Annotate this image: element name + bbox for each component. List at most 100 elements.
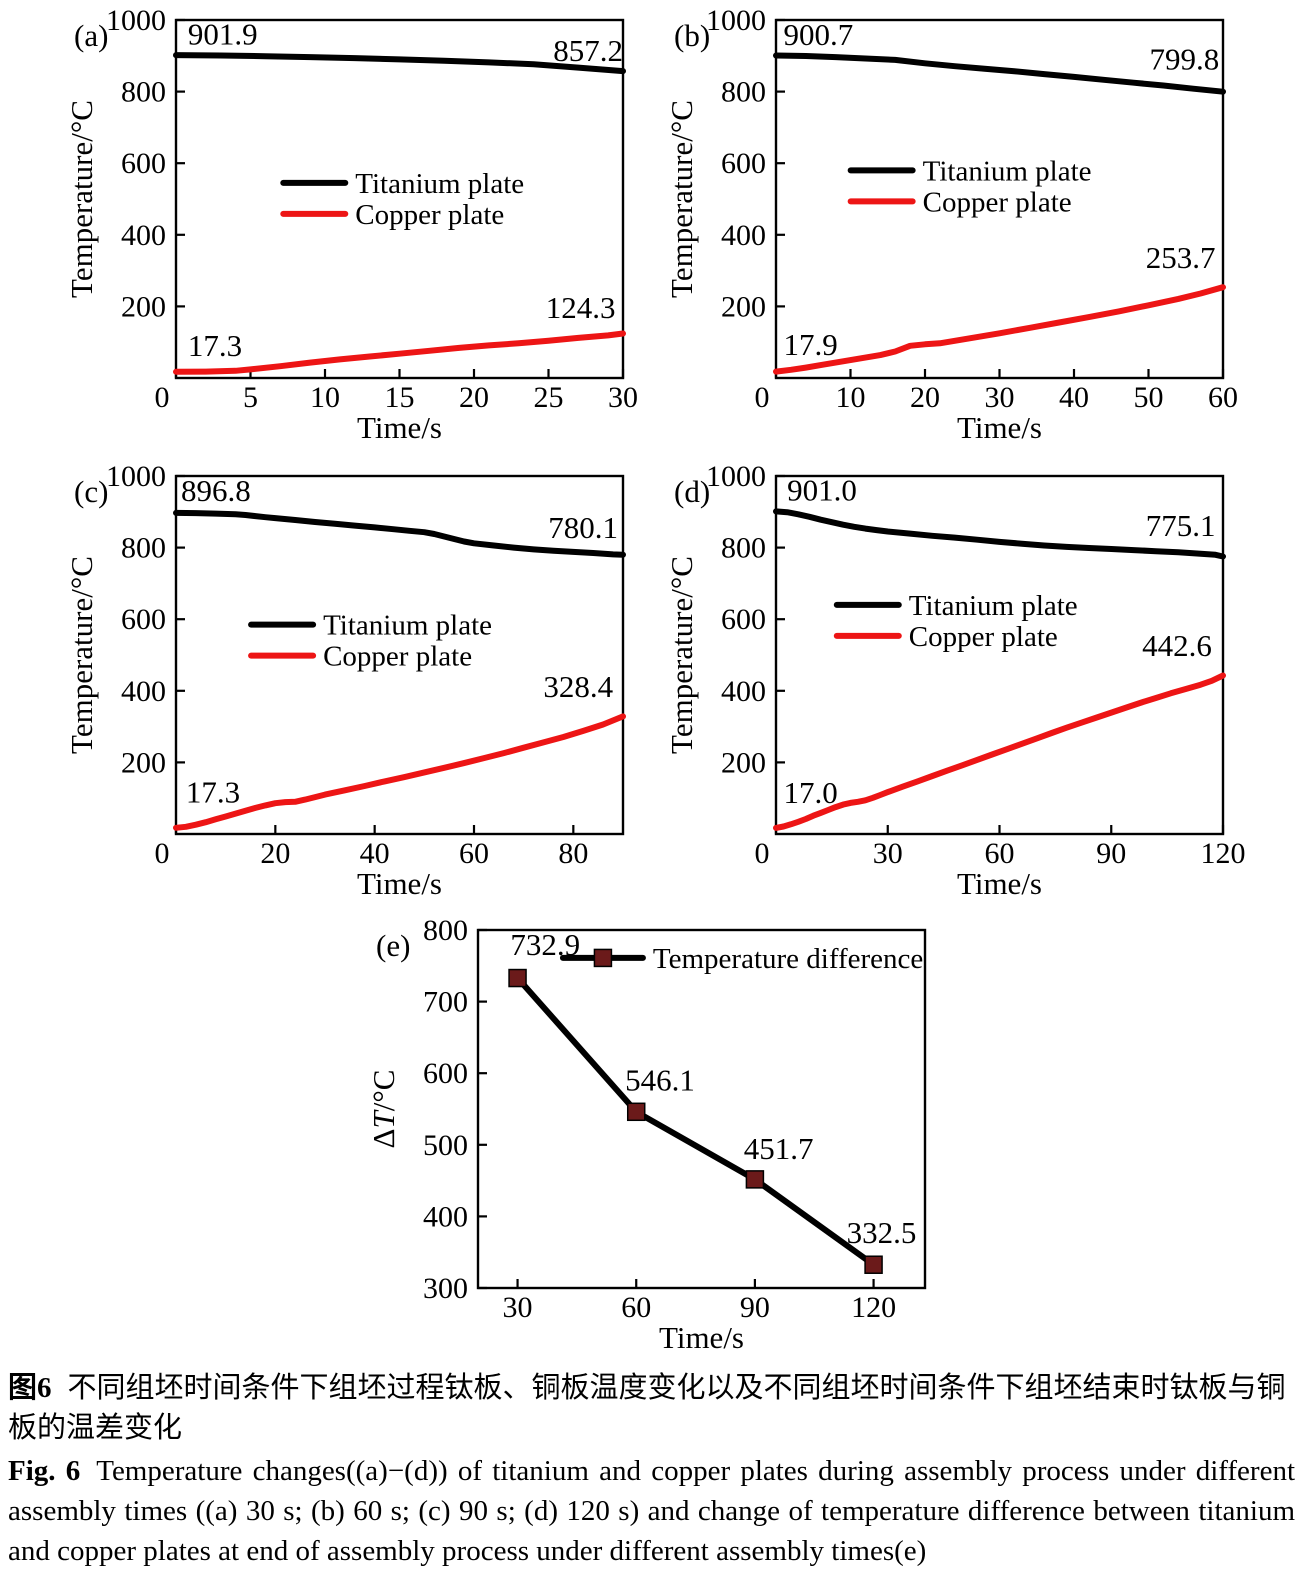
- x-axis-title: Time/s: [357, 410, 442, 445]
- x-tick-label: 80: [558, 837, 588, 870]
- y-tick-label: 600: [121, 147, 166, 180]
- caption-zh-text: 不同组坯时间条件下组坯过程钛板、铜板温度变化以及不同组坯时间条件下组坯结束时钛板…: [8, 1372, 1286, 1445]
- x-tick-label: 10: [836, 381, 866, 414]
- y-tick-label: 200: [121, 746, 166, 779]
- annotation-451-7: 451.7: [743, 1131, 813, 1166]
- caption-zh-label: 图6: [8, 1372, 52, 1404]
- data-point-marker: [626, 1102, 645, 1122]
- annotation-124-3: 124.3: [546, 290, 616, 325]
- y-tick-label: 800: [423, 914, 468, 947]
- annotation-17-3: 17.3: [188, 328, 242, 363]
- y-tick-label: 1000: [706, 4, 766, 37]
- x-axis-title: Time/s: [658, 1320, 743, 1355]
- x-tick-label: 120: [1201, 837, 1246, 870]
- annotation-17-0: 17.0: [783, 775, 837, 810]
- annotation-901-0: 901.0: [787, 472, 857, 507]
- annotation-442-6: 442.6: [1142, 628, 1212, 663]
- annotation-332-5: 332.5: [846, 1215, 916, 1250]
- y-tick-label: 800: [721, 532, 766, 565]
- panel-label-e-: (e): [376, 928, 410, 963]
- chart-d-svg: 0 30 60 90 120 200 400 600 800 1000 Time/s Temperat…: [664, 460, 1246, 901]
- chart-b: 0 10 20 30 40 50 60 200 400 600 800 1000 Time/s Tempe…: [658, 0, 1248, 450]
- panel-label-b-: (b): [674, 18, 710, 53]
- x-tick-label: 60: [621, 1291, 651, 1324]
- panel-label-a-: (a): [74, 18, 108, 53]
- charts-row-3: 30 60 90 120 300 400 500 600 700 800 Time/s ΔT/°C Te…: [0, 910, 1309, 1360]
- copper-plate-line: [773, 284, 1226, 375]
- temperature-difference-line: [514, 975, 877, 1268]
- titanium-plate-line: [773, 508, 1226, 560]
- charts-row-2: 0 20 40 60 80 200 400 600 800 1000 Time/s Temperatu…: [0, 456, 1309, 906]
- data-point-marker: [507, 968, 527, 988]
- x-tick-label: 30: [985, 381, 1015, 414]
- x-tick-label: 20: [459, 381, 489, 414]
- annotation-17-3: 17.3: [186, 774, 240, 809]
- x-tick-label: 0: [755, 837, 770, 870]
- x-tick-label: 15: [385, 381, 415, 414]
- y-tick-label: 400: [721, 219, 766, 252]
- x-tick-label: 40: [360, 837, 390, 870]
- x-tick-label: 50: [1134, 381, 1164, 414]
- y-tick-label: 600: [721, 147, 766, 180]
- x-tick-label: 60: [1208, 381, 1238, 414]
- y-tick-label: 400: [121, 219, 166, 252]
- x-tick-label: 30: [873, 837, 903, 870]
- titanium-plate-line: [773, 52, 1226, 95]
- x-tick-label: 0: [155, 837, 170, 870]
- annotation-896-8: 896.8: [181, 473, 251, 508]
- y-tick-label: 200: [721, 290, 766, 323]
- chart-e-svg: 30 60 90 120 300 400 500 600 700 800 Time/s ΔT/°C Te…: [366, 914, 926, 1355]
- legend-label: Copper plate: [323, 641, 472, 673]
- legend-label: Copper plate: [355, 199, 504, 231]
- y-tick-label: 600: [423, 1057, 468, 1090]
- titanium-plate-line: [173, 52, 626, 75]
- annotation-900-7: 900.7: [783, 17, 853, 52]
- x-tick-label: 90: [739, 1291, 769, 1324]
- annotation-546-1: 546.1: [625, 1062, 695, 1097]
- y-axis-title: ΔT/°C: [366, 1070, 401, 1149]
- y-tick-label: 500: [423, 1129, 468, 1162]
- x-tick-label: 30: [502, 1291, 532, 1324]
- chart-a: 0 5 10 15 20 25 30 200 400 600 800 1000 Time/s Temper…: [58, 0, 648, 450]
- x-tick-label: 20: [910, 381, 940, 414]
- caption-en: Fig. 6 Temperature changes((a)−(d)) of ti…: [8, 1451, 1295, 1571]
- copper-plate-line: [173, 330, 626, 375]
- panel-label-d-: (d): [674, 474, 710, 509]
- charts-row-1: 0 5 10 15 20 25 30 200 400 600 800 1000 Time/s Temper…: [0, 0, 1309, 450]
- figure-caption: 图6 不同组坯时间条件下组坯过程钛板、铜板温度变化以及不同组坯时间条件下组坯结束时…: [0, 1360, 1309, 1571]
- x-tick-label: 60: [985, 837, 1015, 870]
- x-tick-label: 25: [534, 381, 564, 414]
- plot-frame: [174, 474, 625, 836]
- annotation-775-1: 775.1: [1146, 508, 1216, 543]
- annotation-253-7: 253.7: [1146, 240, 1216, 275]
- chart-d: 0 30 60 90 120 200 400 600 800 1000 Time/s Temperat…: [658, 456, 1248, 906]
- copper-plate-line: [173, 713, 626, 831]
- annotation-799-8: 799.8: [1150, 41, 1220, 76]
- y-tick-label: 800: [121, 76, 166, 109]
- annotation-901-9: 901.9: [188, 16, 258, 51]
- y-tick-label: 600: [121, 603, 166, 636]
- y-tick-label: 700: [423, 986, 468, 1019]
- y-tick-label: 1000: [106, 4, 166, 37]
- caption-en-text: Temperature changes((a)−(d)) of titanium…: [8, 1455, 1295, 1568]
- x-tick-label: 20: [260, 837, 290, 870]
- y-axis-title: Temperature/°C: [664, 556, 699, 754]
- x-axis-title: Time/s: [957, 410, 1042, 445]
- legend-label: Titanium plate: [923, 155, 1092, 187]
- x-axis-title: Time/s: [957, 866, 1042, 901]
- data-point-marker: [863, 1255, 883, 1274]
- legend-label: Temperature difference: [652, 943, 922, 975]
- legend-label: Titanium plate: [355, 168, 524, 200]
- chart-e: 30 60 90 120 300 400 500 600 700 800 Time/s ΔT/°C Te…: [360, 910, 950, 1360]
- annotation-17-9: 17.9: [783, 327, 837, 362]
- chart-b-svg: 0 10 20 30 40 50 60 200 400 600 800 1000 Time/s Tempe…: [664, 4, 1238, 445]
- y-tick-label: 300: [423, 1272, 468, 1305]
- x-tick-label: 90: [1096, 837, 1126, 870]
- x-tick-label: 40: [1059, 381, 1089, 414]
- y-tick-label: 600: [721, 603, 766, 636]
- y-tick-label: 400: [423, 1200, 468, 1233]
- y-tick-label: 1000: [106, 460, 166, 493]
- data-point-marker: [745, 1170, 764, 1189]
- y-axis-title: Temperature/°C: [64, 556, 99, 754]
